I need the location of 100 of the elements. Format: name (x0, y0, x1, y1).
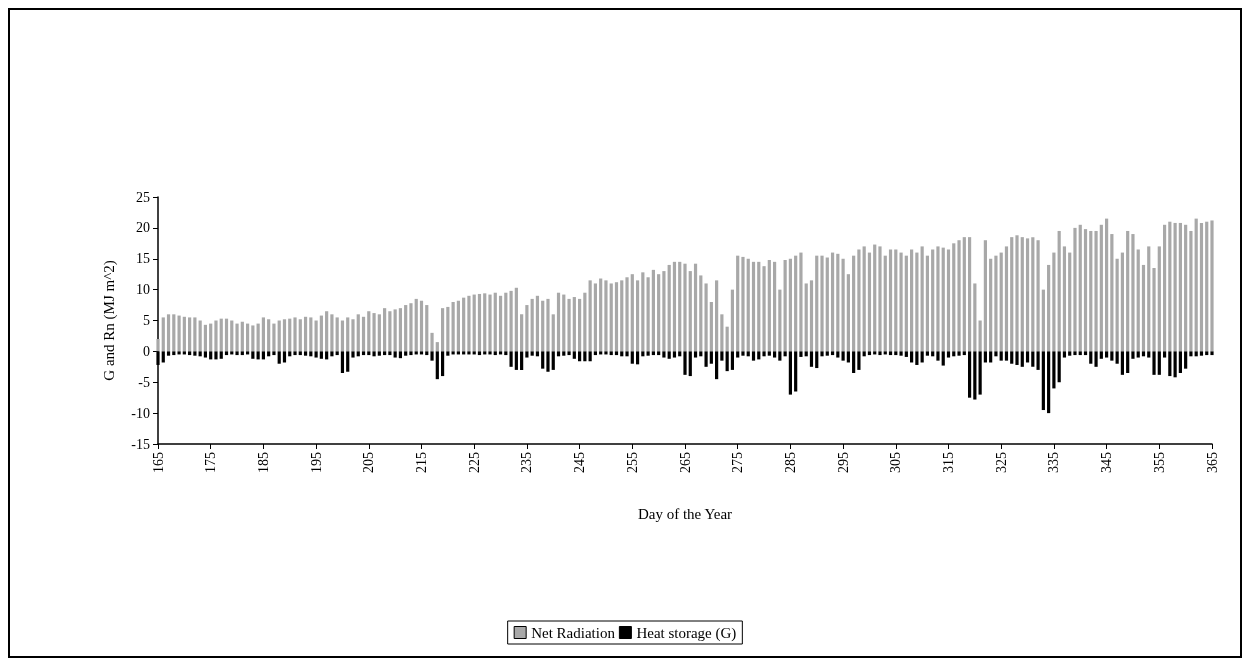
bar (372, 313, 376, 352)
bar (767, 259, 771, 352)
bar (1147, 351, 1151, 358)
bar (915, 351, 919, 365)
x-tick-label: 295 (835, 452, 851, 473)
bar (451, 301, 455, 352)
bar (862, 351, 866, 357)
bar (841, 258, 845, 352)
bar (467, 351, 471, 355)
bar (931, 351, 935, 357)
bar (1205, 221, 1209, 352)
bar (825, 351, 829, 356)
bar (530, 298, 534, 352)
bar (867, 252, 872, 352)
bar (783, 351, 787, 357)
bar (635, 351, 640, 365)
bar (214, 351, 218, 360)
bar (509, 290, 513, 352)
x-tick-label: 175 (203, 452, 219, 473)
bar (1189, 351, 1193, 357)
bar (1189, 230, 1193, 352)
bar (946, 249, 951, 352)
bar (1047, 264, 1051, 352)
y-tick-label: -5 (138, 374, 150, 390)
bar (1131, 234, 1135, 352)
bar (1036, 240, 1040, 352)
bar (683, 351, 687, 375)
bar (746, 258, 750, 352)
bar (1094, 351, 1098, 367)
bar (383, 308, 387, 352)
bar (1205, 351, 1209, 356)
bar (1015, 351, 1019, 365)
x-tick-label: 205 (361, 452, 377, 473)
bar (599, 351, 603, 355)
bar (446, 306, 450, 352)
bar (672, 351, 677, 358)
bar (488, 294, 492, 352)
bar (625, 351, 629, 357)
x-tick-label: 305 (888, 452, 904, 473)
bar (741, 256, 745, 352)
bar (272, 323, 276, 352)
bar (1115, 258, 1119, 352)
bar (240, 351, 244, 356)
x-tick-label: 255 (624, 452, 640, 473)
bar (177, 315, 181, 352)
x-tick-label: 235 (519, 452, 535, 473)
bar (514, 287, 518, 352)
bar (704, 351, 708, 367)
bar (772, 351, 777, 358)
bar (1210, 220, 1214, 352)
bar (493, 351, 497, 356)
bar (562, 294, 566, 352)
bar (309, 317, 313, 352)
bar (820, 255, 824, 352)
bar (361, 351, 366, 356)
bar (904, 351, 908, 357)
bar (282, 351, 287, 363)
bar (1178, 222, 1182, 352)
bar (1131, 351, 1135, 359)
bar (641, 272, 645, 352)
bar (530, 351, 534, 356)
bar (340, 320, 345, 352)
bar (878, 351, 882, 356)
bar (646, 277, 650, 352)
bar (525, 305, 529, 352)
bar (725, 351, 729, 372)
bar (346, 317, 350, 352)
bar (419, 300, 424, 352)
bar (493, 292, 497, 352)
bar (1110, 351, 1114, 361)
bar (1105, 218, 1109, 352)
x-tick-label: 325 (993, 452, 1009, 473)
bar (525, 351, 529, 358)
bar (440, 351, 445, 377)
bar (920, 246, 924, 352)
bar (483, 351, 487, 355)
legend-label: Heat storage (G) (636, 624, 737, 642)
bar (804, 351, 808, 357)
bar (693, 263, 698, 352)
bar (230, 320, 234, 352)
bar (267, 319, 271, 352)
bar (857, 249, 861, 352)
bar (936, 246, 940, 352)
bar (667, 351, 671, 359)
bar (799, 351, 803, 357)
bar (182, 351, 186, 355)
bar (293, 317, 297, 352)
bar (535, 295, 540, 352)
bar (188, 351, 192, 356)
bar (367, 311, 371, 352)
bar (1068, 351, 1072, 356)
bar (235, 323, 239, 352)
bar (1031, 237, 1035, 352)
bar (693, 351, 698, 358)
bar (778, 351, 782, 361)
x-tick-label: 365 (1204, 452, 1220, 473)
bar (172, 314, 176, 352)
x-tick-label: 335 (1046, 452, 1062, 473)
bar (772, 261, 777, 352)
bar (651, 269, 655, 352)
